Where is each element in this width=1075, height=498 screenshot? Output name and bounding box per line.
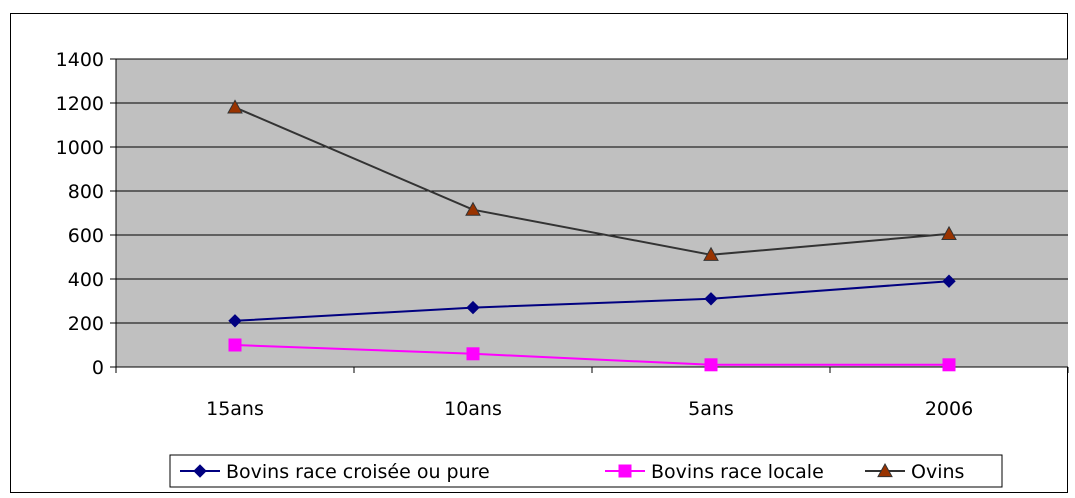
series-group [227, 99, 957, 372]
series-1 [228, 338, 956, 372]
series-0 [228, 274, 956, 328]
x-tick-label: 2006 [925, 398, 973, 420]
legend-label: Ovins [911, 461, 964, 483]
data-point [228, 314, 242, 328]
series-line [234, 344, 949, 366]
legend-label: Bovins race locale [651, 461, 824, 483]
legend: Bovins race croisée ou pure Bovins race l… [169, 454, 1003, 488]
series-line [234, 280, 950, 322]
axes: 0 200 400 600 800 1000 1200 1400 15ans 10ans 5ans 2… [56, 49, 1069, 420]
data-point [466, 347, 480, 361]
data-point [941, 225, 957, 240]
y-tick-label: 800 [68, 181, 104, 203]
series-2 [227, 99, 957, 261]
legend-marker [193, 464, 207, 478]
y-tick-label: 0 [92, 357, 104, 379]
y-tick-label: 1400 [56, 49, 104, 71]
series-line [234, 106, 950, 256]
y-tick-label: 400 [68, 269, 104, 291]
plot-area [116, 58, 1068, 367]
data-point [942, 274, 956, 288]
data-point [465, 201, 481, 216]
legend-item-2: Ovins [865, 461, 964, 483]
plot-background [116, 59, 1068, 367]
x-tick-label: 10ans [444, 398, 502, 420]
legend-item-1: Bovins race locale [605, 461, 824, 483]
legend-marker [877, 462, 893, 478]
legend-item-0: Bovins race croisée ou pure [180, 461, 490, 483]
data-point [704, 292, 718, 306]
legend-box [169, 454, 1003, 488]
data-point [228, 338, 242, 352]
y-tick-label: 600 [68, 225, 104, 247]
data-point [942, 358, 956, 372]
data-point [227, 99, 243, 114]
data-point [466, 300, 480, 315]
data-point [703, 246, 719, 261]
legend-marker [618, 464, 632, 478]
y-tick-label: 1000 [56, 137, 104, 159]
legend-label: Bovins race croisée ou pure [226, 461, 490, 483]
y-tick-label: 1200 [56, 93, 104, 115]
y-tick-label: 200 [68, 313, 104, 335]
x-tick-label: 5ans [688, 398, 734, 420]
x-tick-label: 15ans [206, 398, 264, 420]
data-point [704, 358, 718, 372]
